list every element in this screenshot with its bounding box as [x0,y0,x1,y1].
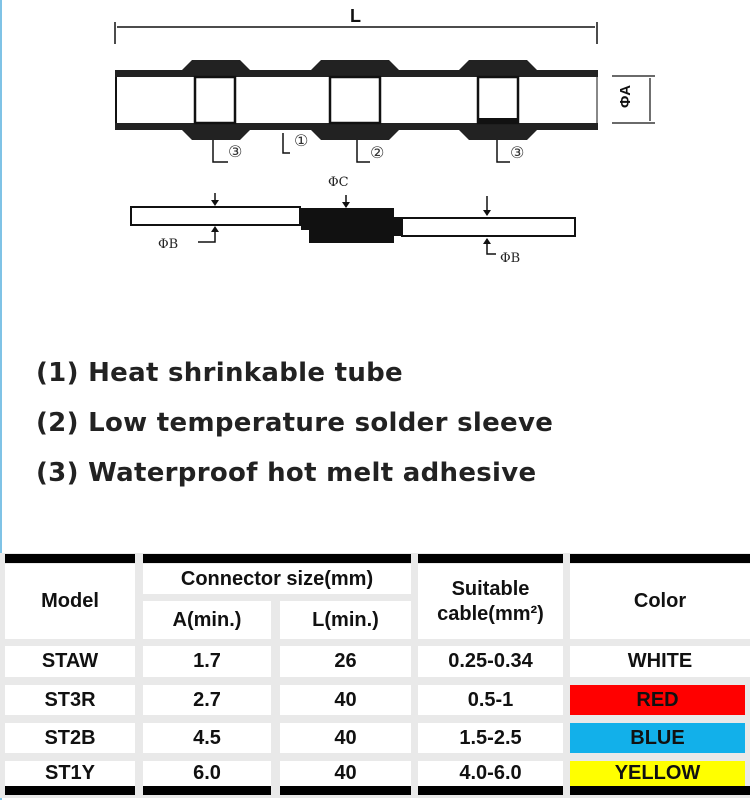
cell-color-red: RED [570,685,745,715]
cell-cable: 4.0-6.0 [418,761,563,786]
cell-model: ST3R [5,685,135,715]
callout-2: ② [370,143,384,162]
table-top-bar [570,554,750,563]
length-label: L [350,6,361,26]
cell-a-min: 2.7 [143,685,271,715]
table-bottom-bar [5,786,135,795]
spec-table: Model Connector size(mm) A(min.) L(min.)… [0,553,750,798]
diameter-b-label-right: ΦB [500,251,520,266]
table-bottom-bar [143,786,271,795]
cell-color-blue: BLUE [570,723,745,753]
header-a-min: A(min.) [143,601,271,639]
table-top-bar [418,554,563,563]
header-model: Model [5,564,135,639]
cell-cable: 0.25-0.34 [418,646,563,677]
callout-leaders [212,133,510,163]
legend-item-solder-sleeve: (2) Low temperature solder sleeve [36,408,554,438]
legend-item-heat-shrink-tube: (1) Heat shrinkable tube [36,358,403,388]
diameter-a-label: ΦA [617,85,634,108]
diameter-a-dimension [612,75,655,124]
cell-cable: 0.5-1 [418,685,563,715]
heat-shrink-tube [115,60,598,140]
connector-diagram: L ΦA ③ ① ② ③ [114,6,655,266]
header-suitable-cable-line2: cable(mm²) [437,602,544,625]
table-bottom-bar [570,786,750,795]
cell-model: ST1Y [5,761,135,786]
callout-1: ① [294,131,308,150]
cell-model: ST2B [5,723,135,753]
length-dimension [114,22,598,44]
header-suitable-cable-line1: Suitable [451,577,530,600]
table-bottom-bar [280,786,411,795]
cell-cable: 1.5-2.5 [418,723,563,753]
cell-l-min: 40 [280,761,411,786]
cell-l-min: 26 [280,646,411,677]
legend-item-hot-melt-adhesive: (3) Waterproof hot melt adhesive [36,458,537,488]
diameter-b-label-left: ΦB [158,237,178,252]
table-top-bar [5,554,135,563]
cell-a-min: 1.7 [143,646,271,677]
header-connector-size: Connector size(mm) [143,564,411,594]
diameter-c-label: ΦC [328,175,349,190]
cell-model: STAW [5,646,135,677]
cell-l-min: 40 [280,723,411,753]
callout-3-left: ③ [228,142,242,161]
header-suitable-cable: Suitable cable(mm²) [418,564,563,639]
left-border [0,0,2,800]
cell-a-min: 4.5 [143,723,271,753]
cell-l-min: 40 [280,685,411,715]
table-top-bar [143,554,411,563]
cell-color-white: WHITE [570,646,750,677]
cell-color-yellow: YELLOW [570,761,745,786]
header-l-min: L(min.) [280,601,411,639]
table-bottom-bar [418,786,563,795]
wire-joint-diagram [130,193,576,255]
callout-3-right: ③ [510,143,524,162]
header-color: Color [570,564,750,639]
cell-a-min: 6.0 [143,761,271,786]
